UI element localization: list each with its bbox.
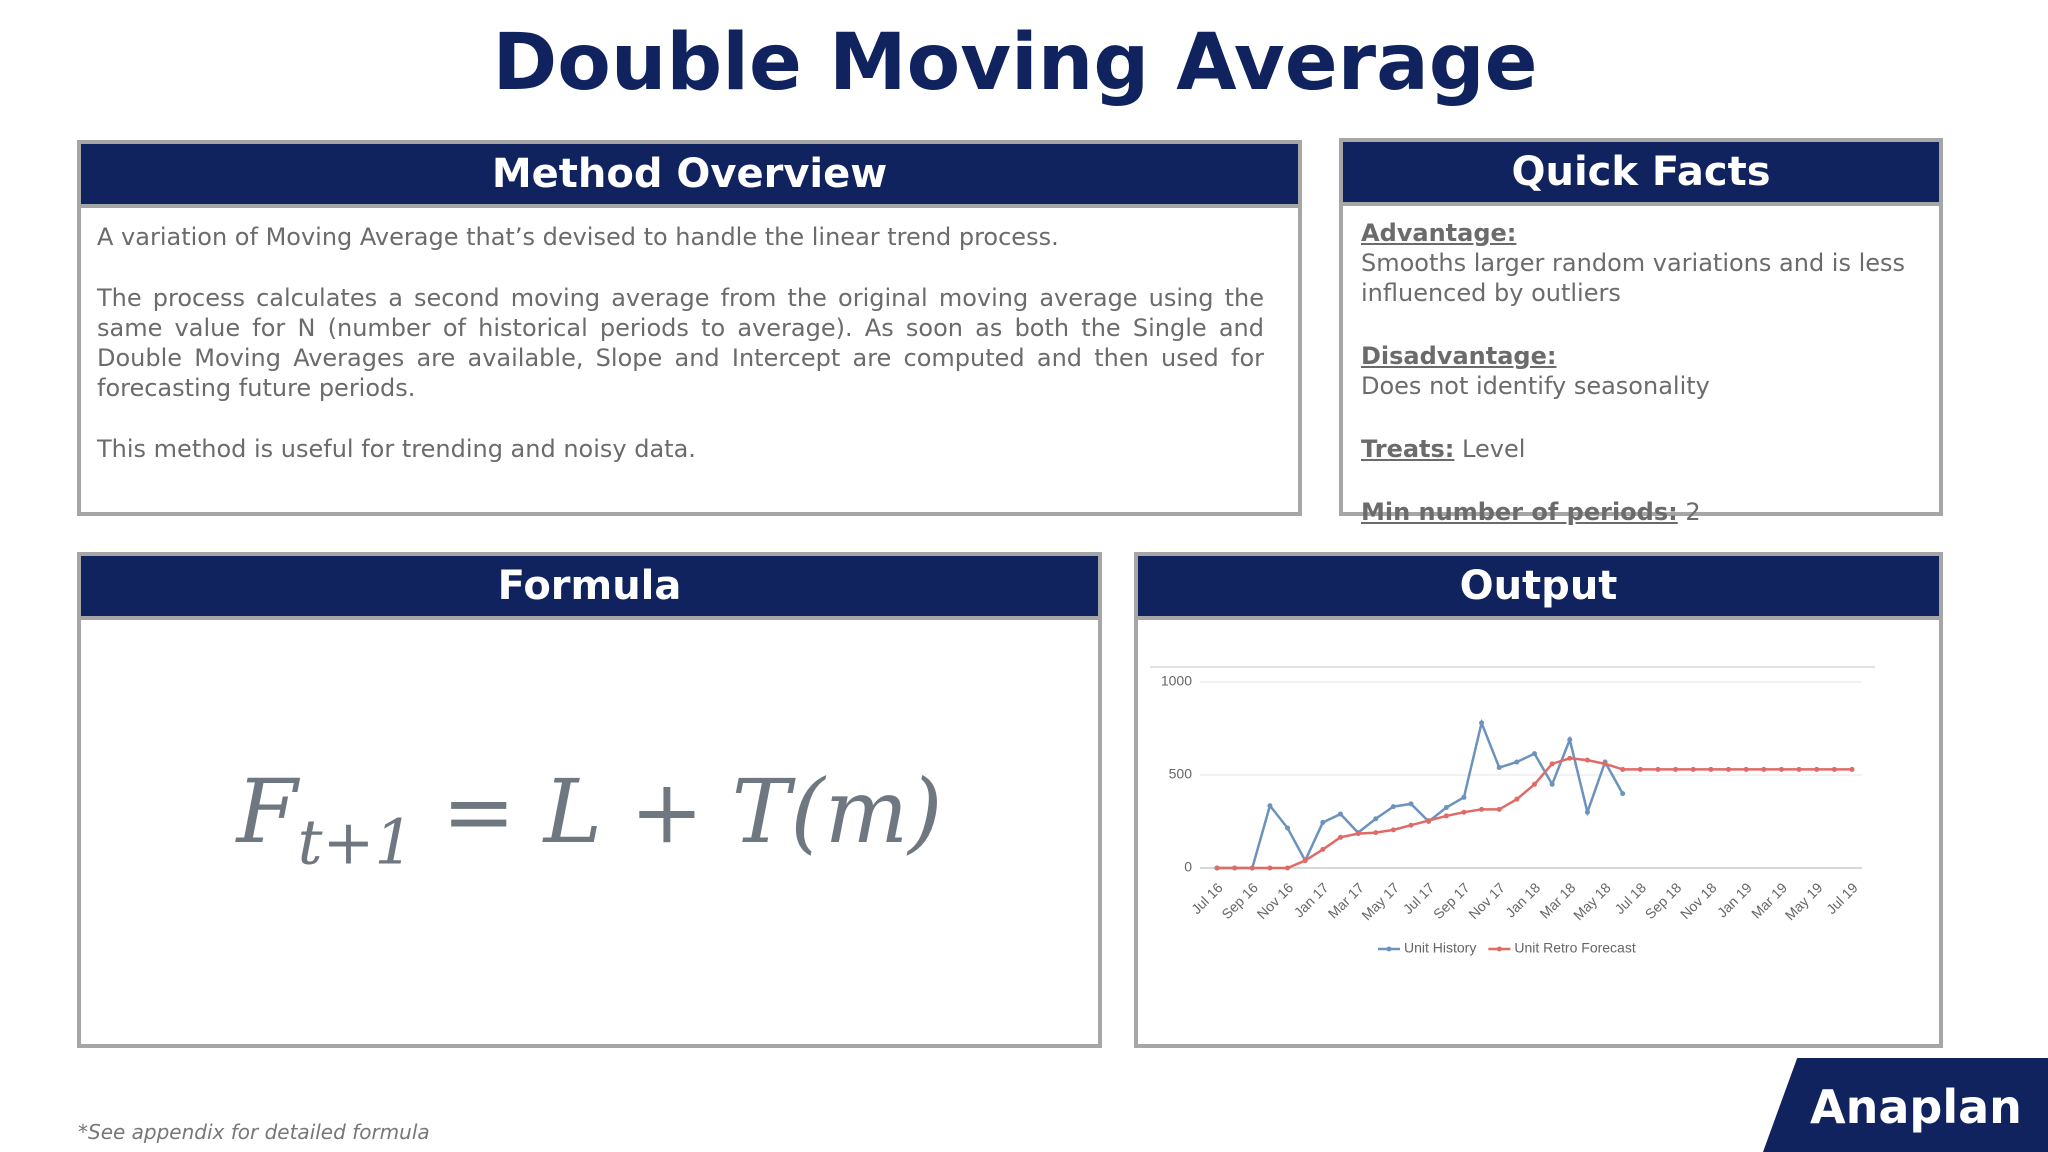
formula: Ft+1 = L + T(m) (77, 760, 1102, 879)
panel-heading: Quick Facts (1343, 142, 1939, 206)
panel-heading: Method Overview (81, 144, 1298, 208)
paragraph: The process calculates a second moving a… (97, 284, 1264, 402)
fact-label: Advantage: (1361, 219, 1517, 247)
panel-body: A variation of Moving Average that’s dev… (81, 208, 1298, 464)
output-panel: Output (1134, 552, 1943, 1048)
formula-panel: Formula (77, 552, 1102, 1048)
fact-text: Does not identify seasonality (1361, 372, 1710, 400)
panel-body: Advantage: Smooths larger random variatio… (1343, 206, 1939, 527)
panel-heading: Output (1138, 556, 1939, 620)
quick-facts-panel: Quick Facts Advantage: Smooths larger ran… (1339, 138, 1943, 526)
fact: Advantage: Smooths larger random variatio… (1361, 218, 1923, 308)
fact: Treats: Level (1361, 434, 1923, 464)
fact-text: Level (1462, 435, 1526, 463)
formula-rhs: = L + T(m) (441, 760, 943, 863)
paragraph: A variation of Moving Average that’s dev… (97, 223, 1059, 251)
fact-label: Disadvantage: (1361, 342, 1557, 370)
method-overview-panel: Method Overview A variation of Moving Av… (77, 140, 1302, 516)
formula-lhs: F (236, 760, 298, 863)
paragraph: This method is useful for trending and n… (97, 435, 696, 463)
page-title: Double Moving Average (492, 18, 1538, 108)
logo: Anaplan (1810, 1080, 2022, 1134)
fact: Min number of periods: 2 (1361, 497, 1923, 527)
fact-label: Min number of periods: (1361, 498, 1678, 526)
logo-background (1763, 1058, 2048, 1152)
footnote: *See appendix for detailed formula (78, 1120, 430, 1144)
formula-subscript: t+1 (297, 805, 414, 879)
fact-text: 2 (1685, 498, 1701, 526)
fact: Disadvantage: Does not identify seasonali… (1361, 341, 1923, 401)
fact-label: Treats: (1361, 435, 1455, 463)
panel-heading: Formula (81, 556, 1098, 620)
fact-text: Smooths larger random variations and is … (1361, 249, 1906, 307)
